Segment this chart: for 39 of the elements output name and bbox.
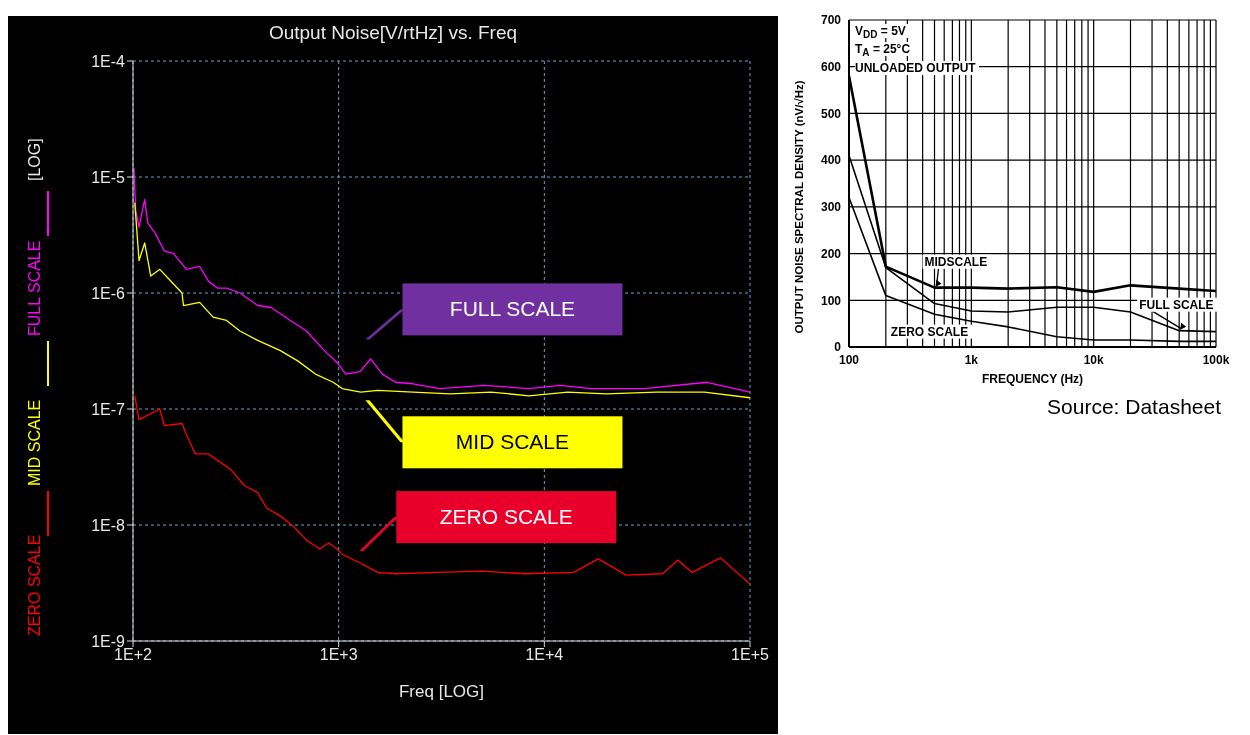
annotation: ZERO SCALE xyxy=(439,505,573,529)
y-tick-label: 400 xyxy=(820,153,842,168)
x-tick-label: 1E+3 xyxy=(319,646,358,664)
annotation: UNLOADED OUTPUT xyxy=(855,60,979,75)
x-tick-label: 1E+4 xyxy=(525,646,564,664)
y-axis-title: OUTPUT NOISE SPECTRAL DENSITY (nV/√Hz) xyxy=(793,80,806,334)
annotation: T$_{A}$ = 25°C xyxy=(855,42,914,59)
y-tick-label: 1E-6 xyxy=(91,284,126,302)
x-tick-label: 1k xyxy=(964,352,979,367)
x-tick-label: 1E+5 xyxy=(731,646,770,664)
series-label: FULL SCALE xyxy=(1139,297,1214,312)
y-axis-title: [LOG] xyxy=(26,138,43,181)
x-axis-title: Freq [LOG] xyxy=(398,682,485,701)
y-tick-label: 1E-7 xyxy=(91,400,126,418)
x-tick-label: 1E+2 xyxy=(114,646,153,664)
x-axis-title: FREQUENCY (Hz) xyxy=(981,372,1084,386)
text: MID SCALE xyxy=(26,399,43,486)
annotation: FULL SCALE xyxy=(449,297,576,321)
annotation: MID SCALE xyxy=(455,430,570,454)
y-tick-label: 100 xyxy=(820,293,842,308)
y-tick-label: 1E-8 xyxy=(91,516,126,534)
text: ZERO SCALE xyxy=(26,534,43,636)
y-tick-label: 1E-4 xyxy=(91,52,126,70)
y-tick-label: 200 xyxy=(820,246,842,261)
source-note: Source: Datasheet xyxy=(1046,395,1221,419)
series-label: MIDSCALE xyxy=(924,254,988,269)
y-tick-label: 0 xyxy=(834,340,842,355)
x-tick-label: 10k xyxy=(1083,352,1104,367)
y-tick-label: 700 xyxy=(820,13,842,28)
y-tick-label: 1E-5 xyxy=(91,168,126,186)
chart-title: Output Noise[V/rtHz] vs. Freq xyxy=(267,22,519,44)
x-tick-label: 100k xyxy=(1202,352,1230,367)
y-tick-label: 300 xyxy=(820,200,842,215)
y-tick-label: 600 xyxy=(820,59,842,74)
y-tick-label: 500 xyxy=(820,106,842,121)
series-label: ZERO SCALE xyxy=(890,324,969,339)
x-tick-label: 100 xyxy=(838,352,860,367)
text: FULL SCALE xyxy=(26,240,43,336)
annotation: V$_{DD}$ = 5V xyxy=(855,24,909,41)
